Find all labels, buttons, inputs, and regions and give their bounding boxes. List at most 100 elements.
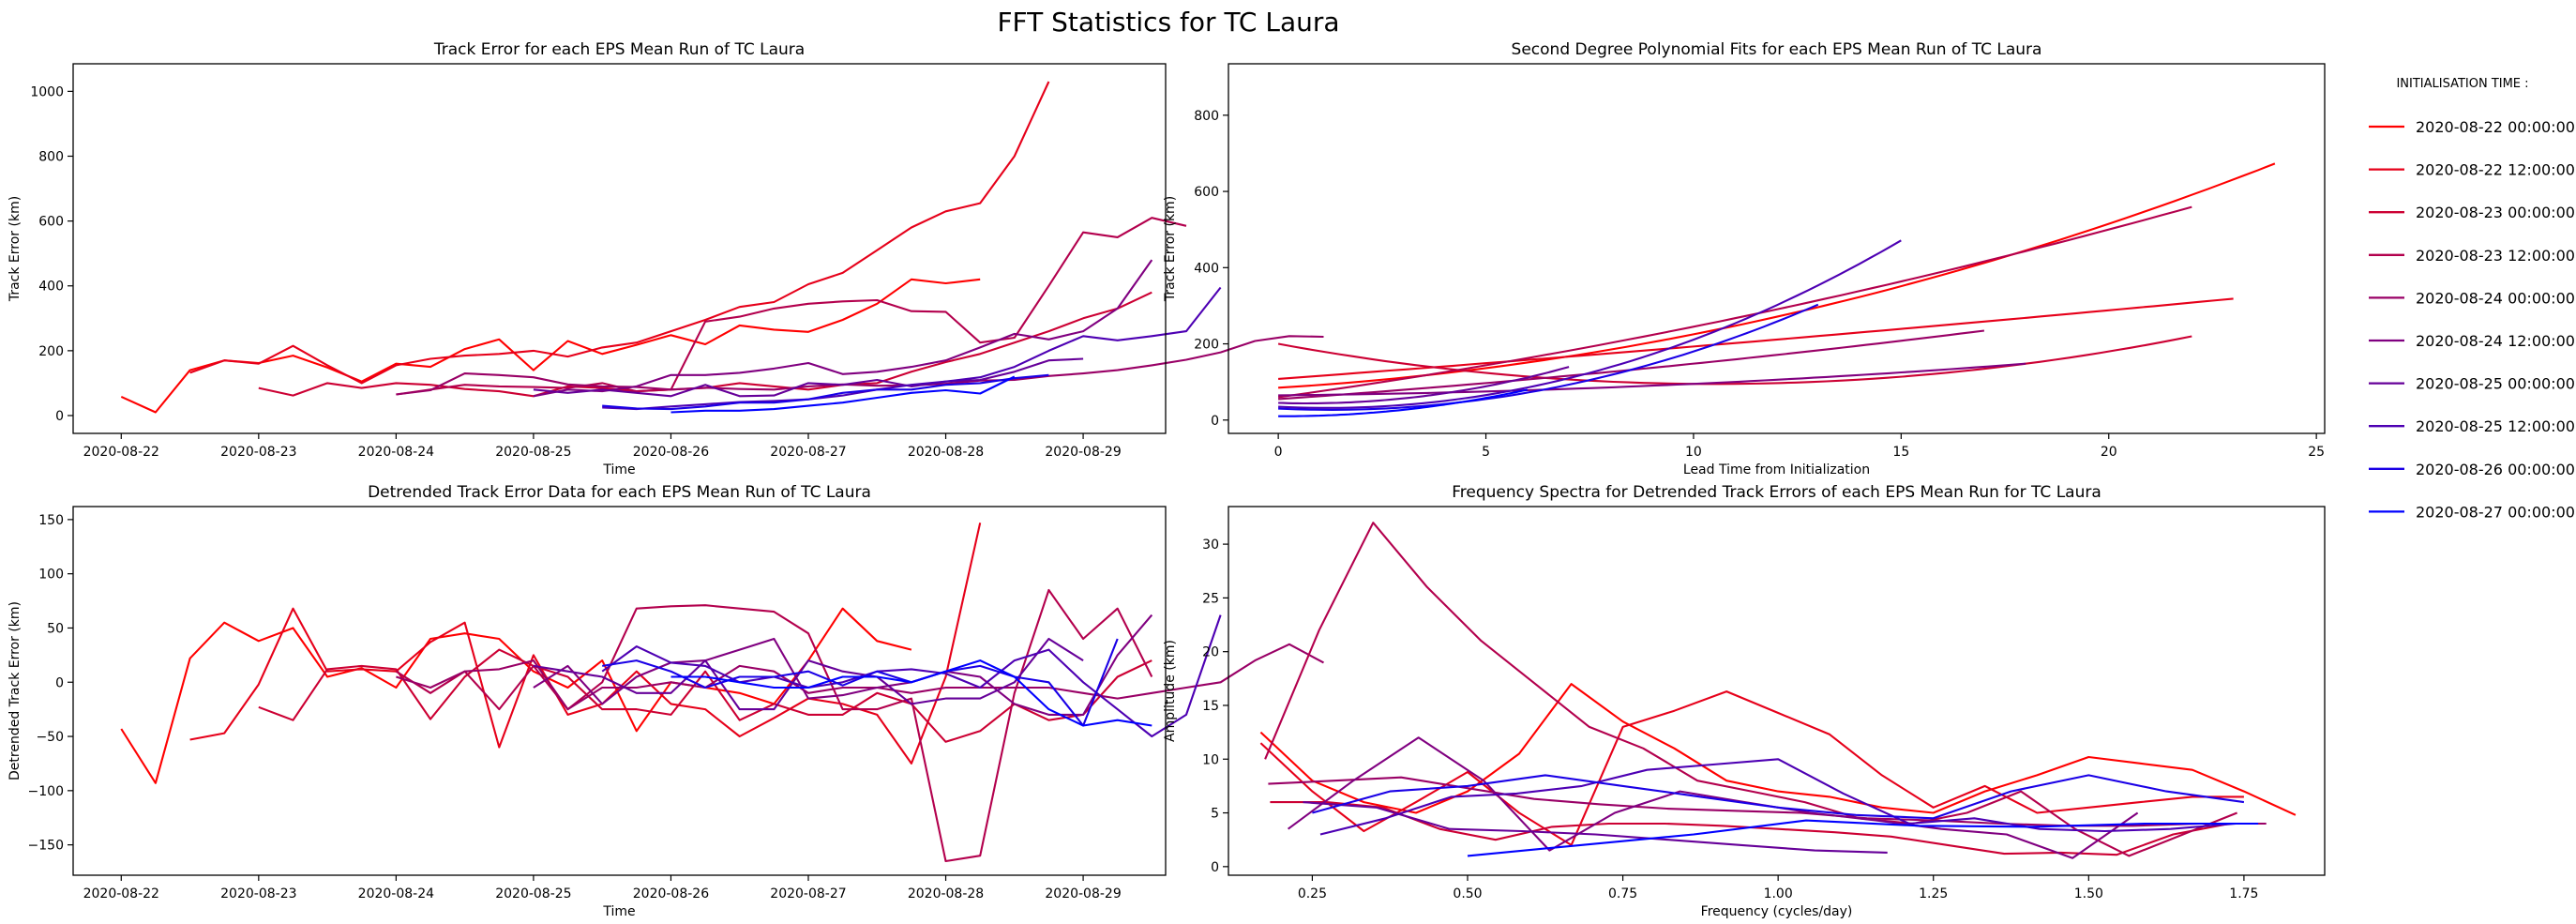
y-tick-label: 10	[1202, 752, 1219, 767]
series-line-4	[395, 588, 1153, 863]
legend-entry: 2020-08-23 00:00:00	[2369, 204, 2575, 221]
y-tick-label: −100	[28, 784, 64, 799]
x-tick-label: 5	[1482, 445, 1490, 460]
x-tick-label: 2020-08-27	[770, 445, 846, 460]
y-tick-label: 0	[1211, 860, 1219, 875]
x-tick-label: 2020-08-22	[83, 445, 159, 460]
x-tick-label: 2020-08-28	[908, 886, 984, 901]
series-line-2	[189, 523, 982, 765]
x-tick-label: 1.00	[1764, 886, 1793, 901]
legend-label: 2020-08-24 00:00:00	[2416, 289, 2575, 307]
x-axis-label: Time	[602, 462, 635, 477]
y-tick-label: 50	[47, 621, 64, 636]
x-tick-label: 1.50	[2074, 886, 2103, 901]
y-tick-label: 200	[1194, 338, 1219, 353]
legend: INITIALISATION TIME : 2020-08-22 00:00:00…	[2369, 77, 2575, 521]
x-tick-label: 20	[2101, 445, 2117, 460]
x-axis-label: Time	[602, 904, 635, 919]
series-line-2	[1278, 297, 2234, 380]
panel-title: Track Error for each EPS Mean Run of TC …	[433, 40, 805, 59]
x-axis-label: Lead Time from Initialization	[1683, 462, 1870, 477]
series-line-3	[258, 648, 1152, 743]
series-line-4	[396, 217, 1187, 396]
x-tick-label: 15	[1892, 445, 1909, 460]
legend-entry: 2020-08-25 12:00:00	[2369, 417, 2575, 435]
x-tick-label: 2020-08-29	[1045, 445, 1121, 460]
series-line-10	[670, 659, 1152, 727]
legend-entry: 2020-08-25 00:00:00	[2369, 375, 2575, 393]
legend-label: 2020-08-27 00:00:00	[2416, 503, 2575, 521]
series-line-6	[1287, 736, 2139, 859]
legend-label: 2020-08-22 00:00:00	[2416, 118, 2575, 136]
legend-label: 2020-08-26 00:00:00	[2416, 461, 2575, 478]
panel-title: Detrended Track Error Data for each EPS …	[368, 483, 871, 502]
series-line-8	[601, 614, 1222, 738]
series-line-7	[533, 637, 1084, 711]
x-tick-label: 2020-08-27	[770, 886, 846, 901]
x-tick-label: 1.25	[1919, 886, 1948, 901]
y-axis-label: Track Error (km)	[8, 196, 23, 302]
series-line-2	[1259, 690, 2244, 846]
series-line-9	[602, 638, 1119, 727]
series-line-4	[1264, 522, 2237, 857]
legend-entry: 2020-08-23 12:00:00	[2369, 247, 2575, 265]
series-line-6	[533, 259, 1153, 398]
series-line-6	[533, 613, 1153, 716]
chart-panel-2: Second Degree Polynomial Fits for each E…	[1163, 40, 2326, 477]
y-tick-label: 0	[1211, 414, 1219, 429]
y-tick-label: 600	[1194, 185, 1219, 200]
series-line-9	[1278, 303, 1819, 411]
y-tick-label: 400	[38, 280, 64, 295]
series-line-8	[1319, 758, 2237, 836]
y-axis-label: Detrended Track Error (km)	[8, 601, 23, 780]
legend-entry: 2020-08-24 12:00:00	[2369, 332, 2575, 350]
x-tick-label: 2020-08-25	[495, 445, 571, 460]
x-axis-label: Frequency (cycles/day)	[1701, 904, 1853, 919]
y-tick-label: 15	[1202, 699, 1219, 714]
panel-title: Second Degree Polynomial Fits for each E…	[1512, 40, 2042, 59]
plot-frame	[1228, 63, 2326, 434]
series-group	[120, 81, 1324, 414]
x-tick-label: 2020-08-24	[358, 445, 434, 460]
y-tick-label: 20	[1202, 645, 1219, 660]
y-tick-label: −50	[36, 730, 64, 745]
y-axis-label: Track Error (km)	[1163, 196, 1178, 302]
x-tick-label: 0.50	[1453, 886, 1482, 901]
x-tick-label: 0.25	[1298, 886, 1327, 901]
series-line-2	[189, 81, 1050, 385]
plot-frame	[72, 63, 1167, 434]
x-tick-label: 2020-08-25	[495, 886, 571, 901]
series-line-9	[1312, 774, 2245, 820]
y-tick-label: 1000	[30, 84, 64, 99]
series-line-8	[1278, 239, 1902, 409]
series-line-10	[1278, 388, 1529, 417]
x-tick-label: 1.75	[2229, 886, 2258, 901]
x-tick-label: 2020-08-23	[220, 445, 296, 460]
x-tick-label: 2020-08-29	[1045, 886, 1121, 901]
x-tick-label: 2020-08-26	[633, 445, 709, 460]
y-tick-label: 200	[38, 344, 64, 359]
chart-panel-3: Detrended Track Error Data for each EPS …	[8, 483, 1324, 919]
y-tick-label: 25	[1202, 591, 1219, 606]
y-tick-label: 800	[1194, 109, 1219, 124]
series-line-9	[602, 373, 1049, 411]
y-tick-label: 600	[38, 215, 64, 230]
series-line-8	[602, 286, 1222, 411]
legend-label: 2020-08-25 12:00:00	[2416, 417, 2575, 435]
figure-title: FFT Statistics for TC Laura	[997, 7, 1339, 38]
x-tick-label: 25	[2308, 445, 2325, 460]
x-tick-label: 0.75	[1608, 886, 1637, 901]
panel-title: Frequency Spectra for Detrended Track Er…	[1452, 483, 2101, 502]
legend-entry: 2020-08-26 00:00:00	[2369, 461, 2575, 478]
series-group	[1259, 522, 2297, 859]
x-tick-label: 2020-08-28	[908, 445, 984, 460]
series-line-10	[1467, 819, 2259, 857]
chart-panel-4: Frequency Spectra for Detrended Track Er…	[1163, 483, 2326, 919]
series-line-7	[533, 357, 1084, 398]
series-line-1	[1278, 162, 2276, 389]
plot-frame	[1228, 506, 2326, 876]
y-tick-label: −150	[28, 839, 64, 854]
series-line-1	[1259, 683, 2297, 816]
y-tick-label: 5	[1211, 807, 1219, 822]
